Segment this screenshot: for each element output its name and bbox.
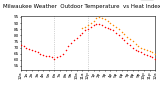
Point — [120, 37, 123, 38]
Point — [59, 55, 61, 57]
Point — [151, 57, 154, 58]
Point — [151, 52, 154, 53]
Point — [106, 27, 109, 29]
Point — [87, 28, 89, 30]
Point — [81, 27, 84, 29]
Point — [89, 22, 92, 24]
Point — [120, 31, 123, 32]
Point — [115, 26, 117, 27]
Point — [112, 30, 115, 31]
Point — [132, 41, 134, 42]
Point — [70, 42, 72, 43]
Point — [140, 52, 142, 53]
Point — [95, 24, 98, 25]
Point — [104, 26, 106, 27]
Point — [143, 53, 145, 54]
Point — [36, 52, 39, 53]
Point — [64, 49, 67, 51]
Point — [109, 28, 112, 30]
Point — [123, 33, 126, 35]
Point — [106, 20, 109, 21]
Point — [137, 46, 140, 47]
Point — [87, 25, 89, 26]
Point — [31, 49, 33, 51]
Point — [84, 30, 86, 31]
Point — [109, 22, 112, 24]
Point — [20, 44, 22, 46]
Point — [56, 57, 59, 58]
Point — [154, 58, 156, 59]
Point — [101, 17, 103, 19]
Point — [61, 53, 64, 54]
Point — [25, 47, 28, 48]
Point — [50, 57, 53, 58]
Point — [134, 43, 137, 45]
Point — [146, 54, 148, 56]
Point — [146, 49, 148, 51]
Point — [115, 32, 117, 33]
Point — [95, 17, 98, 19]
Point — [98, 24, 100, 25]
Point — [22, 46, 25, 47]
Point — [132, 47, 134, 48]
Point — [143, 48, 145, 49]
Point — [101, 25, 103, 26]
Point — [129, 38, 131, 40]
Text: Milwaukee Weather  Outdoor Temperature  vs Heat Index  per Minute  (24 Hours): Milwaukee Weather Outdoor Temperature vs… — [3, 4, 160, 9]
Point — [148, 51, 151, 52]
Point — [73, 39, 75, 41]
Point — [140, 47, 142, 48]
Point — [126, 36, 128, 37]
Point — [137, 51, 140, 52]
Point — [78, 35, 81, 36]
Point — [76, 37, 78, 38]
Point — [154, 53, 156, 54]
Point — [126, 42, 128, 43]
Point — [84, 26, 86, 27]
Point — [117, 28, 120, 30]
Point — [112, 25, 115, 26]
Point — [104, 19, 106, 20]
Point — [53, 58, 56, 59]
Point — [92, 20, 95, 21]
Point — [89, 26, 92, 27]
Point — [98, 16, 100, 18]
Point — [67, 46, 70, 47]
Point — [92, 25, 95, 26]
Point — [129, 44, 131, 46]
Point — [81, 32, 84, 33]
Point — [134, 49, 137, 51]
Point — [45, 55, 47, 57]
Point — [34, 51, 36, 52]
Point — [39, 53, 42, 54]
Point — [123, 39, 126, 41]
Point — [42, 54, 44, 56]
Point — [48, 55, 50, 57]
Point — [148, 55, 151, 57]
Point — [28, 48, 30, 49]
Point — [117, 35, 120, 36]
